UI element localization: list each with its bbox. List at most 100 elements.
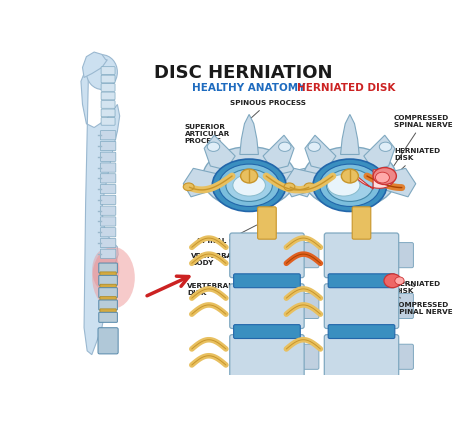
Polygon shape: [240, 115, 258, 155]
FancyBboxPatch shape: [230, 284, 304, 328]
FancyBboxPatch shape: [101, 75, 115, 83]
Ellipse shape: [319, 164, 380, 206]
FancyBboxPatch shape: [234, 325, 300, 338]
Polygon shape: [183, 168, 217, 197]
FancyBboxPatch shape: [393, 242, 413, 268]
Polygon shape: [82, 52, 107, 77]
FancyBboxPatch shape: [352, 207, 371, 239]
Polygon shape: [305, 135, 336, 170]
Ellipse shape: [395, 277, 404, 285]
Polygon shape: [341, 115, 359, 155]
FancyBboxPatch shape: [230, 233, 304, 278]
FancyBboxPatch shape: [299, 344, 319, 369]
Ellipse shape: [308, 142, 320, 152]
Text: SPINAL CORD: SPINAL CORD: [197, 225, 257, 245]
FancyBboxPatch shape: [99, 312, 118, 322]
FancyBboxPatch shape: [100, 284, 116, 288]
FancyBboxPatch shape: [393, 293, 413, 319]
FancyBboxPatch shape: [393, 344, 413, 369]
Text: HEALTHY ANATOMY: HEALTHY ANATOMY: [192, 83, 306, 93]
FancyBboxPatch shape: [101, 117, 115, 125]
Ellipse shape: [92, 249, 119, 291]
FancyBboxPatch shape: [100, 163, 116, 172]
FancyBboxPatch shape: [328, 325, 395, 338]
FancyBboxPatch shape: [328, 274, 395, 288]
Polygon shape: [284, 168, 317, 197]
FancyBboxPatch shape: [98, 328, 118, 354]
Ellipse shape: [384, 274, 401, 288]
FancyBboxPatch shape: [299, 293, 319, 319]
Polygon shape: [364, 135, 395, 170]
FancyBboxPatch shape: [100, 206, 116, 215]
Text: HERNIATED
DISK: HERNIATED DISK: [394, 281, 440, 294]
Polygon shape: [353, 170, 395, 189]
FancyBboxPatch shape: [101, 92, 115, 100]
Polygon shape: [204, 135, 235, 170]
Ellipse shape: [92, 247, 135, 309]
Text: VERTEBRAL
BODY: VERTEBRAL BODY: [191, 253, 238, 266]
FancyBboxPatch shape: [100, 217, 116, 226]
Text: HERNIATED
DISK: HERNIATED DISK: [391, 148, 440, 179]
FancyBboxPatch shape: [234, 274, 300, 288]
Ellipse shape: [304, 183, 315, 191]
FancyBboxPatch shape: [100, 249, 116, 258]
FancyBboxPatch shape: [101, 109, 115, 117]
FancyBboxPatch shape: [100, 174, 116, 183]
FancyBboxPatch shape: [258, 207, 276, 239]
Ellipse shape: [313, 159, 387, 211]
Polygon shape: [81, 62, 120, 354]
FancyBboxPatch shape: [100, 195, 116, 205]
FancyBboxPatch shape: [324, 335, 399, 379]
FancyBboxPatch shape: [100, 309, 116, 313]
Text: COMPRESSED
SPINAL NERVE: COMPRESSED SPINAL NERVE: [328, 264, 453, 315]
Ellipse shape: [327, 169, 373, 201]
Ellipse shape: [212, 159, 286, 211]
Ellipse shape: [233, 174, 265, 196]
Ellipse shape: [328, 163, 371, 192]
Ellipse shape: [375, 172, 390, 183]
Ellipse shape: [226, 169, 273, 201]
Polygon shape: [282, 168, 315, 197]
Ellipse shape: [279, 142, 291, 152]
FancyBboxPatch shape: [100, 141, 116, 151]
Polygon shape: [383, 168, 416, 197]
FancyBboxPatch shape: [101, 101, 115, 108]
Text: SUPERIOR
ARTICULAR
PROCESS: SUPERIOR ARTICULAR PROCESS: [185, 124, 230, 151]
Ellipse shape: [219, 164, 279, 206]
Ellipse shape: [86, 55, 118, 89]
Ellipse shape: [373, 168, 396, 184]
Ellipse shape: [303, 147, 396, 208]
FancyBboxPatch shape: [324, 233, 399, 278]
Text: DISC HERNIATION: DISC HERNIATION: [154, 64, 332, 83]
FancyBboxPatch shape: [101, 84, 115, 91]
Text: COMPRESSED
SPINAL NERVE: COMPRESSED SPINAL NERVE: [389, 115, 453, 174]
Ellipse shape: [202, 147, 296, 208]
FancyBboxPatch shape: [99, 263, 118, 273]
Ellipse shape: [183, 183, 194, 191]
Text: VERTEBRAL
DISK: VERTEBRAL DISK: [187, 281, 261, 296]
Text: SPINOUS PROCESS: SPINOUS PROCESS: [230, 100, 306, 118]
FancyBboxPatch shape: [100, 272, 116, 276]
FancyBboxPatch shape: [100, 152, 116, 161]
FancyBboxPatch shape: [99, 275, 118, 285]
FancyBboxPatch shape: [100, 238, 116, 248]
Ellipse shape: [207, 142, 219, 152]
FancyBboxPatch shape: [100, 296, 116, 301]
Ellipse shape: [228, 163, 271, 192]
Polygon shape: [263, 135, 294, 170]
FancyBboxPatch shape: [99, 288, 118, 298]
Ellipse shape: [284, 183, 295, 191]
FancyBboxPatch shape: [101, 67, 115, 75]
Text: HERNIATED DISK: HERNIATED DISK: [297, 83, 395, 93]
FancyBboxPatch shape: [99, 300, 118, 310]
Ellipse shape: [341, 169, 358, 183]
FancyBboxPatch shape: [100, 228, 116, 237]
FancyBboxPatch shape: [230, 335, 304, 379]
FancyBboxPatch shape: [100, 184, 116, 194]
Ellipse shape: [241, 169, 258, 183]
Ellipse shape: [379, 142, 392, 152]
Ellipse shape: [328, 174, 360, 196]
FancyBboxPatch shape: [100, 131, 116, 140]
FancyBboxPatch shape: [324, 284, 399, 328]
FancyBboxPatch shape: [299, 242, 319, 268]
